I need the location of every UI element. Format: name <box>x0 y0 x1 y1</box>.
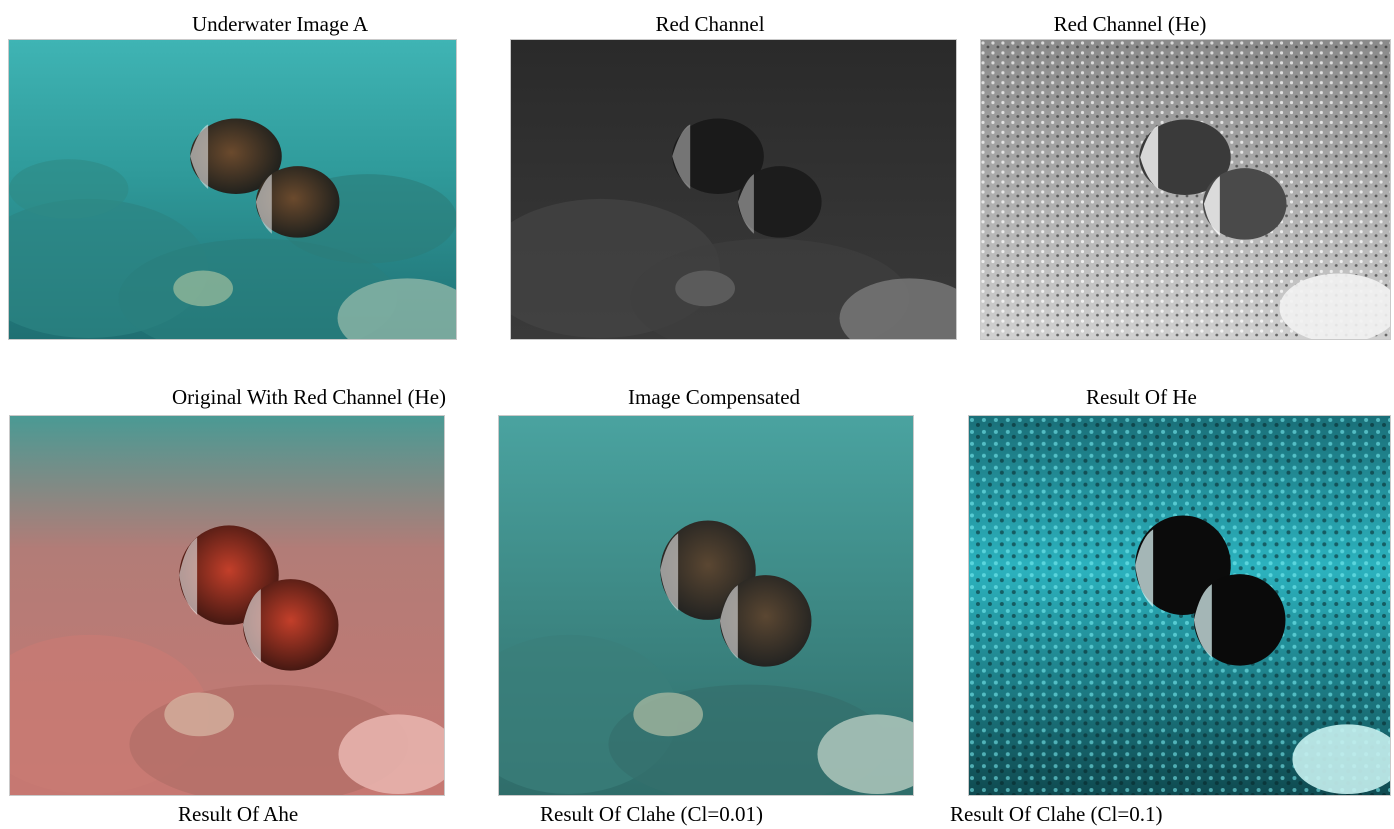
caption-original-with-red-channel-he: Original With Red Channel (He) <box>172 385 447 409</box>
underwater-image-a <box>8 39 457 340</box>
red-channel-he-image <box>980 39 1391 340</box>
caption-result-of-clahe-0-1: Result Of Clahe (Cl=0.1) <box>950 802 1163 826</box>
image-compensated-picture <box>499 416 913 795</box>
underwater-image-a-picture <box>9 40 456 339</box>
original-with-red-channel-he-image <box>9 415 445 796</box>
red-channel-image <box>510 39 957 340</box>
caption-red-channel: Red Channel <box>655 12 765 36</box>
red-channel-picture <box>511 40 956 339</box>
image-compensated <box>498 415 914 796</box>
original-with-red-channel-he-picture <box>10 416 444 795</box>
caption-result-of-ahe: Result Of Ahe <box>178 802 299 826</box>
red-channel-he-picture <box>981 40 1390 339</box>
caption-red-channel-he: Red Channel (He) <box>1053 12 1207 36</box>
caption-underwater-image-a: Underwater Image A <box>191 12 369 36</box>
caption-result-of-clahe-0-01: Result Of Clahe (Cl=0.01) <box>540 802 763 826</box>
caption-image-compensated: Image Compensated <box>628 385 801 409</box>
caption-result-of-he: Result Of He <box>1086 385 1197 409</box>
result-of-he-image <box>968 415 1391 796</box>
result-of-he-picture <box>969 416 1390 795</box>
